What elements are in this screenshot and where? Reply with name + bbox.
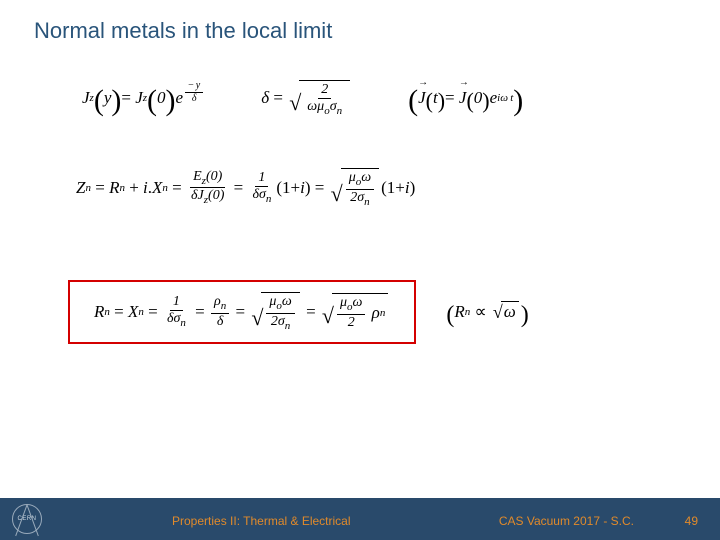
eq-rn-xn: Rn = Xn = 1 δσn = ρn δ = √ μoω <box>94 292 390 332</box>
equation-row-3: Rn = Xn = 1 δσn = ρn δ = √ μoω <box>68 280 529 344</box>
page-number: 49 <box>685 514 698 528</box>
footer-left-text: Properties II: Thermal & Electrical <box>172 514 351 528</box>
equation-row-2: Zn = Rn + i. Xn = Ez(0) δJz(0) = 1 δσn (… <box>76 168 415 208</box>
cern-logo: CERN <box>12 504 42 534</box>
eq-skin-depth: δ = √ 2 ωμoσn <box>261 80 352 117</box>
page-title: Normal metals in the local limit <box>34 18 332 44</box>
equation-row-1: Jz (y) = Jz (0) e − y δ δ = √ 2 <box>82 80 523 117</box>
slide: Normal metals in the local limit Jz (y) … <box>0 0 720 540</box>
footer-right-text: CAS Vacuum 2017 - S.C. <box>499 514 634 528</box>
eq-surface-impedance: Zn = Rn + i. Xn = Ez(0) δJz(0) = 1 δσn (… <box>76 168 415 208</box>
boxed-equation: Rn = Xn = 1 δσn = ρn δ = √ μoω <box>68 280 416 344</box>
footer: CERN Properties II: Thermal & Electrical… <box>0 498 720 540</box>
eq-rn-proportional: ( Rn ∝ √ω ) <box>446 301 528 322</box>
eq-harmonic: ( J(t) = J(0) eiω t ) <box>408 88 523 108</box>
eq-jz-decay: Jz (y) = Jz (0) e − y δ <box>82 87 205 110</box>
